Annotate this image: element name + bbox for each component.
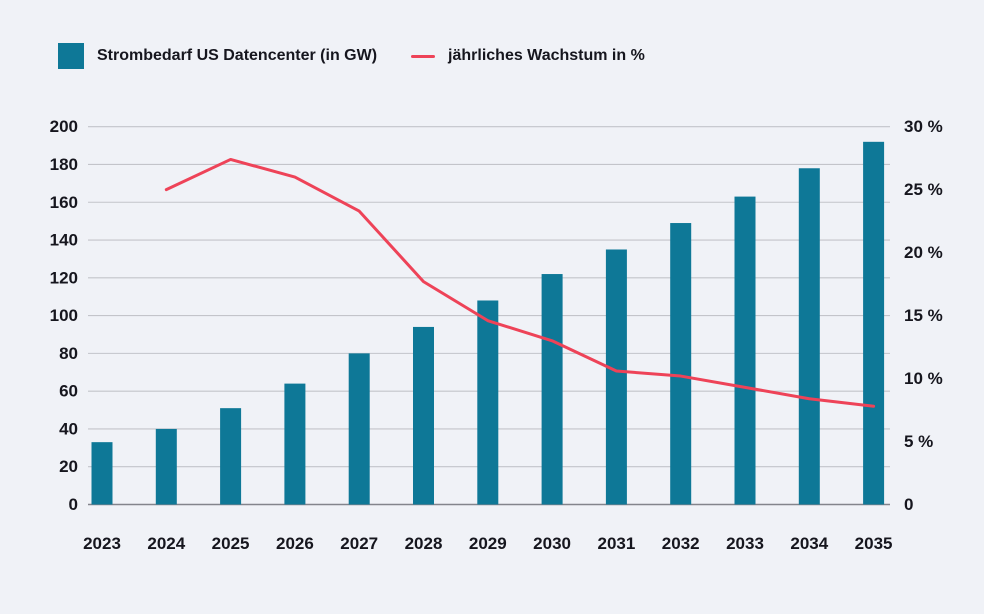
x-axis-year-label: 2032 — [662, 534, 700, 553]
x-axis-year-label: 2031 — [597, 534, 635, 553]
bar-2027 — [348, 353, 370, 505]
legend: Strombedarf US Datencenter (in GW) jährl… — [58, 43, 645, 69]
bar-series-swatch-icon — [58, 43, 84, 69]
left-axis-tick-label: 20 — [59, 457, 78, 476]
growth-line — [164, 157, 876, 408]
bar-2029 — [477, 300, 499, 505]
bar-2035 — [863, 141, 885, 505]
left-axis-tick-label: 180 — [50, 155, 78, 174]
left-axis-tick-label: 120 — [50, 268, 78, 287]
bar-2028 — [413, 326, 434, 505]
left-axis-tick-label: 80 — [59, 344, 78, 363]
x-axis-year-label: 2026 — [276, 534, 314, 553]
left-axis-tick-label: 200 — [50, 117, 78, 136]
x-axis-year-label: 2035 — [855, 534, 893, 553]
left-axis-tick-label: 60 — [59, 382, 78, 401]
right-axis-tick-label: 5 % — [904, 432, 933, 451]
right-axis-tick-label: 15 % — [904, 306, 943, 325]
x-axis-year-label: 2029 — [469, 534, 507, 553]
line-series-swatch-icon — [411, 54, 436, 58]
legend-line-label: jährliches Wachstum in % — [448, 47, 645, 64]
bar-2033 — [734, 196, 756, 505]
bar-2030 — [541, 274, 563, 505]
right-axis-tick-label: 20 % — [904, 243, 943, 262]
right-axis-tick-label: 25 % — [904, 180, 943, 199]
left-axis-tick-label: 160 — [50, 193, 78, 212]
left-axis-tick-label: 0 — [69, 495, 78, 514]
left-axis-tick-label: 100 — [50, 306, 78, 325]
left-axis-tick-label: 140 — [50, 231, 78, 250]
x-axis-year-label: 2028 — [405, 534, 443, 553]
bar-2024 — [155, 428, 177, 505]
x-axis-year-label: 2025 — [212, 534, 250, 553]
bar-2023 — [91, 442, 113, 505]
left-axis-tick-label: 40 — [59, 419, 78, 438]
x-axis-year-label: 2024 — [147, 534, 185, 553]
right-axis-tick-label: 0 — [904, 495, 913, 514]
bar-2025 — [220, 408, 242, 505]
legend-item-bars: Strombedarf US Datencenter (in GW) — [58, 43, 377, 69]
bar-2034 — [798, 168, 820, 505]
legend-bars-label: Strombedarf US Datencenter (in GW) — [97, 47, 378, 64]
right-axis-tick-label: 30 % — [904, 117, 943, 136]
x-axis-year-label: 2023 — [83, 534, 121, 553]
right-axis-tick-label: 10 % — [904, 369, 943, 388]
x-axis-year-label: 2030 — [533, 534, 571, 553]
bar-2032 — [670, 223, 692, 505]
x-axis-year-label: 2034 — [790, 534, 828, 553]
x-axis-year-label: 2027 — [340, 534, 378, 553]
x-axis-year-label: 2033 — [726, 534, 764, 553]
bar-2026 — [284, 383, 306, 505]
legend-item-line: jährliches Wachstum in % — [411, 47, 645, 65]
bar-2031 — [605, 249, 627, 505]
